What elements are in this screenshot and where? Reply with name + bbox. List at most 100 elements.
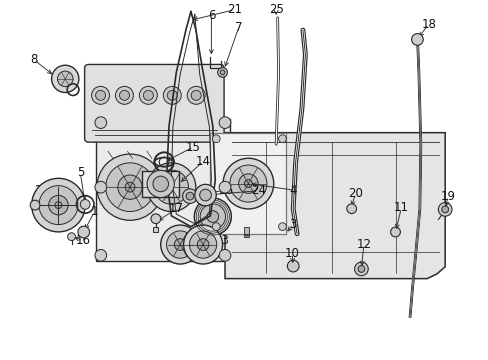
Circle shape	[153, 176, 168, 192]
Circle shape	[32, 178, 85, 232]
Text: 18: 18	[420, 18, 435, 31]
Circle shape	[80, 199, 90, 209]
Text: 19: 19	[440, 190, 455, 203]
Text: 2: 2	[34, 184, 41, 197]
Text: 9: 9	[64, 65, 72, 78]
Circle shape	[95, 249, 106, 261]
Circle shape	[105, 163, 154, 212]
Circle shape	[354, 262, 367, 276]
Circle shape	[223, 158, 273, 209]
Circle shape	[212, 223, 220, 230]
Text: 16: 16	[75, 234, 90, 247]
Circle shape	[411, 33, 423, 45]
Text: 5: 5	[77, 166, 84, 179]
Circle shape	[287, 260, 299, 272]
Circle shape	[95, 90, 105, 100]
Circle shape	[119, 90, 129, 100]
Text: 10: 10	[284, 247, 299, 260]
Circle shape	[437, 203, 451, 216]
Circle shape	[194, 184, 216, 206]
Circle shape	[166, 231, 193, 258]
Bar	[142, 171, 179, 197]
Circle shape	[39, 186, 78, 225]
Circle shape	[125, 182, 135, 192]
Circle shape	[167, 90, 177, 100]
Circle shape	[346, 204, 356, 213]
Circle shape	[185, 192, 193, 200]
Circle shape	[219, 117, 230, 129]
Circle shape	[212, 135, 220, 143]
Circle shape	[143, 90, 153, 100]
Bar	[243, 234, 249, 237]
Circle shape	[147, 163, 195, 212]
Circle shape	[357, 266, 364, 273]
Circle shape	[182, 189, 197, 203]
Circle shape	[441, 206, 447, 213]
Circle shape	[183, 225, 222, 264]
Circle shape	[278, 223, 286, 230]
Circle shape	[154, 170, 188, 204]
Circle shape	[52, 65, 79, 93]
Circle shape	[199, 189, 211, 201]
Circle shape	[161, 225, 199, 264]
Circle shape	[217, 68, 227, 77]
Text: 23: 23	[196, 225, 211, 238]
Text: 7: 7	[234, 21, 242, 34]
Polygon shape	[224, 133, 444, 279]
Circle shape	[278, 135, 286, 143]
Circle shape	[187, 86, 205, 104]
Bar	[153, 227, 158, 231]
Circle shape	[229, 165, 266, 202]
Text: 17: 17	[168, 202, 183, 215]
Bar	[243, 226, 249, 234]
Circle shape	[30, 200, 40, 210]
Circle shape	[67, 233, 75, 240]
FancyBboxPatch shape	[84, 64, 224, 142]
Text: 6: 6	[207, 9, 215, 22]
Circle shape	[95, 181, 106, 193]
Text: 1: 1	[91, 205, 98, 218]
Text: 14: 14	[195, 155, 210, 168]
Circle shape	[55, 202, 61, 208]
Circle shape	[139, 86, 157, 104]
Circle shape	[78, 226, 89, 238]
Text: 4: 4	[289, 184, 296, 197]
Text: 21: 21	[227, 3, 242, 16]
Circle shape	[118, 175, 142, 199]
Circle shape	[219, 249, 230, 261]
Bar	[96, 119, 230, 261]
Text: 24: 24	[250, 184, 265, 197]
Circle shape	[151, 214, 161, 224]
Circle shape	[91, 86, 109, 104]
Circle shape	[219, 181, 230, 193]
Circle shape	[115, 86, 133, 104]
Circle shape	[49, 195, 68, 215]
Circle shape	[147, 170, 174, 198]
Text: 20: 20	[347, 187, 362, 200]
Circle shape	[390, 227, 400, 237]
Text: 26: 26	[218, 184, 233, 197]
Circle shape	[97, 154, 163, 220]
Circle shape	[163, 86, 181, 104]
Text: 25: 25	[268, 3, 283, 16]
Circle shape	[200, 204, 225, 229]
Text: 12: 12	[356, 238, 370, 251]
Circle shape	[238, 174, 258, 193]
Circle shape	[191, 90, 201, 100]
Circle shape	[197, 239, 208, 251]
Circle shape	[194, 198, 231, 235]
Circle shape	[174, 239, 185, 251]
Circle shape	[244, 180, 252, 188]
Circle shape	[164, 180, 179, 194]
Text: 8: 8	[30, 53, 38, 66]
Text: 3: 3	[289, 218, 296, 231]
Text: 22: 22	[172, 225, 187, 238]
Bar	[210, 134, 285, 234]
Circle shape	[220, 70, 224, 75]
Text: 13: 13	[215, 234, 229, 247]
Text: 11: 11	[393, 202, 408, 215]
Circle shape	[206, 211, 218, 222]
Circle shape	[57, 71, 73, 87]
Circle shape	[95, 117, 106, 129]
Circle shape	[189, 231, 216, 258]
